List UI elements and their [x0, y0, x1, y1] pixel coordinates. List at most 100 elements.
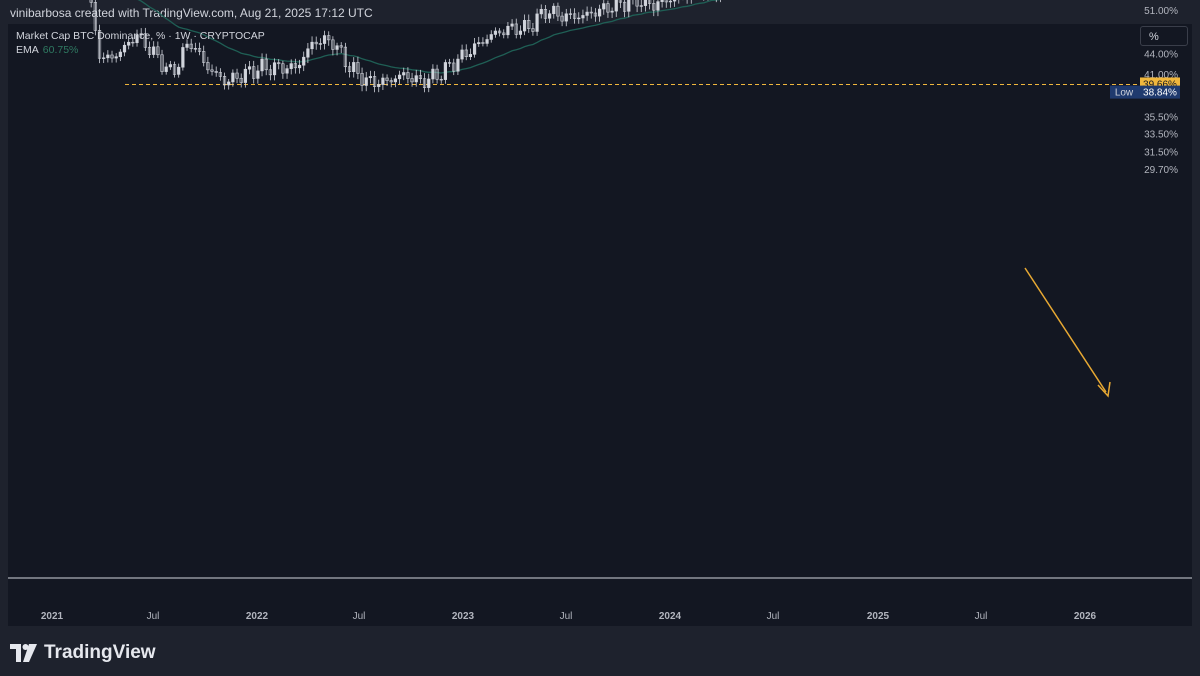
x-tick-label: Jul	[975, 611, 988, 622]
percent-scale-button[interactable]: %	[1140, 26, 1188, 46]
candle	[189, 38, 193, 53]
candle	[339, 42, 343, 54]
candle	[260, 53, 264, 77]
candle	[460, 44, 464, 63]
candle	[206, 56, 210, 74]
candle-body	[522, 20, 527, 32]
candle-body	[268, 69, 272, 76]
candle-body	[556, 5, 560, 17]
candle	[535, 8, 539, 36]
candle-body	[543, 8, 548, 19]
candle	[514, 18, 518, 39]
candle-body	[318, 43, 322, 45]
candle-body	[322, 35, 327, 44]
candle-body	[585, 11, 589, 16]
low-value-text: 38.84%	[1143, 88, 1177, 99]
candle-body	[293, 63, 297, 69]
candle-body	[343, 46, 347, 68]
candle-body	[418, 75, 423, 80]
candle	[272, 58, 277, 81]
candle	[331, 36, 335, 56]
candle	[143, 27, 147, 51]
y-tick-label: 31.50%	[1144, 148, 1178, 159]
candle	[497, 28, 502, 37]
candle	[93, 0, 97, 36]
candle-body	[648, 0, 652, 4]
candle	[648, 0, 652, 10]
y-tick-label: 51.00%	[1144, 6, 1178, 17]
candle	[585, 6, 589, 21]
candle-body	[460, 49, 464, 60]
candle-body	[297, 64, 302, 69]
candle-body	[472, 43, 477, 55]
candle	[256, 65, 260, 84]
candle	[268, 64, 272, 81]
low-value: 38.84%	[1140, 85, 1180, 99]
candle-body	[535, 13, 539, 32]
candle-body	[393, 78, 397, 83]
candle-body	[431, 68, 435, 80]
candle	[422, 73, 427, 93]
candle	[552, 3, 556, 19]
candle-body	[252, 66, 256, 79]
candle	[377, 79, 381, 93]
candle-body	[439, 78, 443, 81]
candle	[493, 27, 498, 38]
candle	[472, 37, 477, 58]
candle	[360, 67, 364, 92]
tradingview-logo[interactable]: TradingView	[10, 642, 156, 664]
candle-body	[202, 51, 206, 63]
candle-body	[127, 41, 131, 46]
candle	[577, 12, 581, 24]
ema-legend-label: EMA	[16, 44, 39, 56]
candle-body	[577, 17, 581, 20]
candle-body	[102, 57, 106, 59]
candle-body	[464, 49, 468, 58]
low-label-text: Low	[1115, 88, 1134, 99]
chart-legend: Market Cap BTC Dominance, % · 1W · CRYPT…	[16, 29, 265, 57]
candle	[110, 50, 114, 63]
candle	[643, 0, 648, 12]
candle	[168, 60, 172, 70]
candle	[152, 41, 156, 58]
candle	[618, 0, 623, 9]
candle-body	[452, 62, 456, 72]
candle-body	[514, 23, 518, 35]
candle-body	[481, 42, 485, 44]
candle	[243, 63, 247, 88]
candle	[281, 60, 285, 79]
candle-body	[652, 3, 656, 11]
candle-body	[210, 69, 214, 72]
created-by-text: vinibarbosa created with TradingView.com…	[10, 6, 373, 20]
candle	[293, 58, 297, 74]
y-tick-label: 41.00%	[1144, 70, 1178, 81]
candle-body	[352, 62, 356, 73]
candle	[172, 61, 177, 78]
candle-body	[281, 63, 285, 74]
candle	[381, 73, 385, 91]
candle	[656, 0, 660, 17]
candle-body	[131, 41, 135, 44]
candle	[297, 59, 302, 74]
candle-body	[147, 46, 152, 55]
candle-body	[235, 72, 239, 79]
candle-body	[347, 66, 352, 73]
candle-body	[547, 13, 552, 19]
candle-body	[106, 54, 110, 59]
candle	[547, 10, 552, 24]
candle-body	[372, 76, 377, 87]
candle-body	[168, 64, 172, 68]
candle-body	[477, 42, 481, 45]
candle	[406, 67, 410, 84]
candle-body	[539, 8, 543, 15]
candle-body	[339, 45, 343, 48]
candle-body	[614, 0, 618, 12]
candle	[673, 0, 677, 7]
candle	[164, 62, 168, 75]
candle	[218, 68, 222, 81]
candle	[560, 11, 564, 27]
chart-pane[interactable]	[8, 24, 1192, 626]
x-tick-label: Jul	[560, 611, 573, 622]
candle-body	[410, 78, 414, 83]
